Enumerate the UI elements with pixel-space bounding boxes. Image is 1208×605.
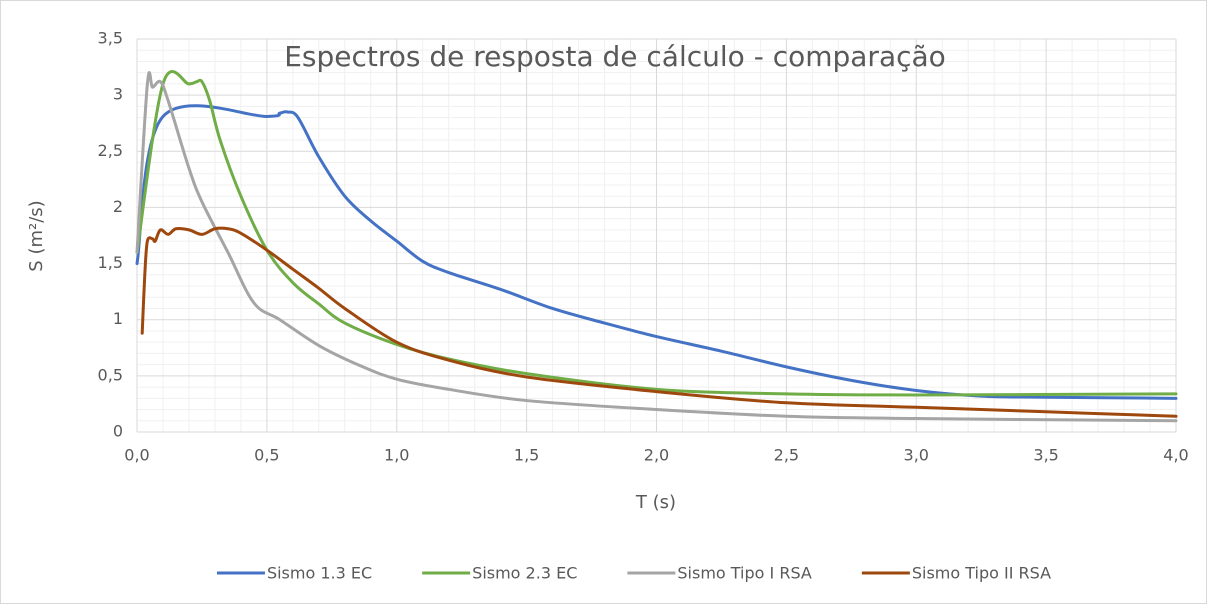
grid [136, 38, 1177, 433]
y-tick-label: 3 [113, 85, 123, 104]
y-tick-label: 2 [113, 197, 123, 216]
y-tick-label: 0,5 [98, 365, 123, 384]
y-tick-label: 0 [113, 422, 123, 441]
legend-label: Sismo Tipo I RSA [677, 564, 812, 583]
legend-item: Sismo Tipo I RSA [627, 564, 812, 583]
legend-item: Sismo Tipo II RSA [861, 564, 1051, 583]
legend-item: Sismo 2.3 EC [422, 564, 577, 583]
y-axis-label: S (m²/s) [26, 200, 47, 271]
x-tick-label: 0,5 [254, 446, 279, 465]
chart-title: Espectros de resposta de cálculo - compa… [284, 40, 946, 73]
series-line [135, 70, 1178, 397]
series-line [135, 104, 1178, 400]
legend: Sismo 1.3 EC Sismo 2.3 EC Sismo Tipo I RSA… [216, 564, 1051, 583]
lines [135, 70, 1178, 423]
y-tick-label: 3,5 [98, 29, 123, 48]
legend-item: Sismo 1.3 EC [216, 564, 372, 583]
x-tick-label: 1,0 [384, 446, 409, 465]
series-line [135, 71, 1178, 423]
x-axis-label: T (s) [635, 492, 676, 513]
x-tick-label: 1,5 [514, 446, 539, 465]
x-tick-label: 4,0 [1163, 446, 1188, 465]
legend-label: Sismo 1.3 EC [267, 564, 372, 583]
y-tick-label: 1,5 [98, 253, 123, 272]
legend-label: Sismo 2.3 EC [472, 564, 577, 583]
x-tick-label: 2,5 [774, 446, 799, 465]
x-tick-label: 3,5 [1033, 446, 1058, 465]
series-line [140, 226, 1178, 418]
x-tick-label: 3,0 [904, 446, 929, 465]
x-tick-label: 2,0 [644, 446, 669, 465]
legend-label: Sismo Tipo II RSA [912, 564, 1051, 583]
x-tick-label: 0,0 [124, 446, 149, 465]
y-tick-label: 2,5 [98, 141, 123, 160]
y-tick-label: 1 [113, 309, 123, 328]
